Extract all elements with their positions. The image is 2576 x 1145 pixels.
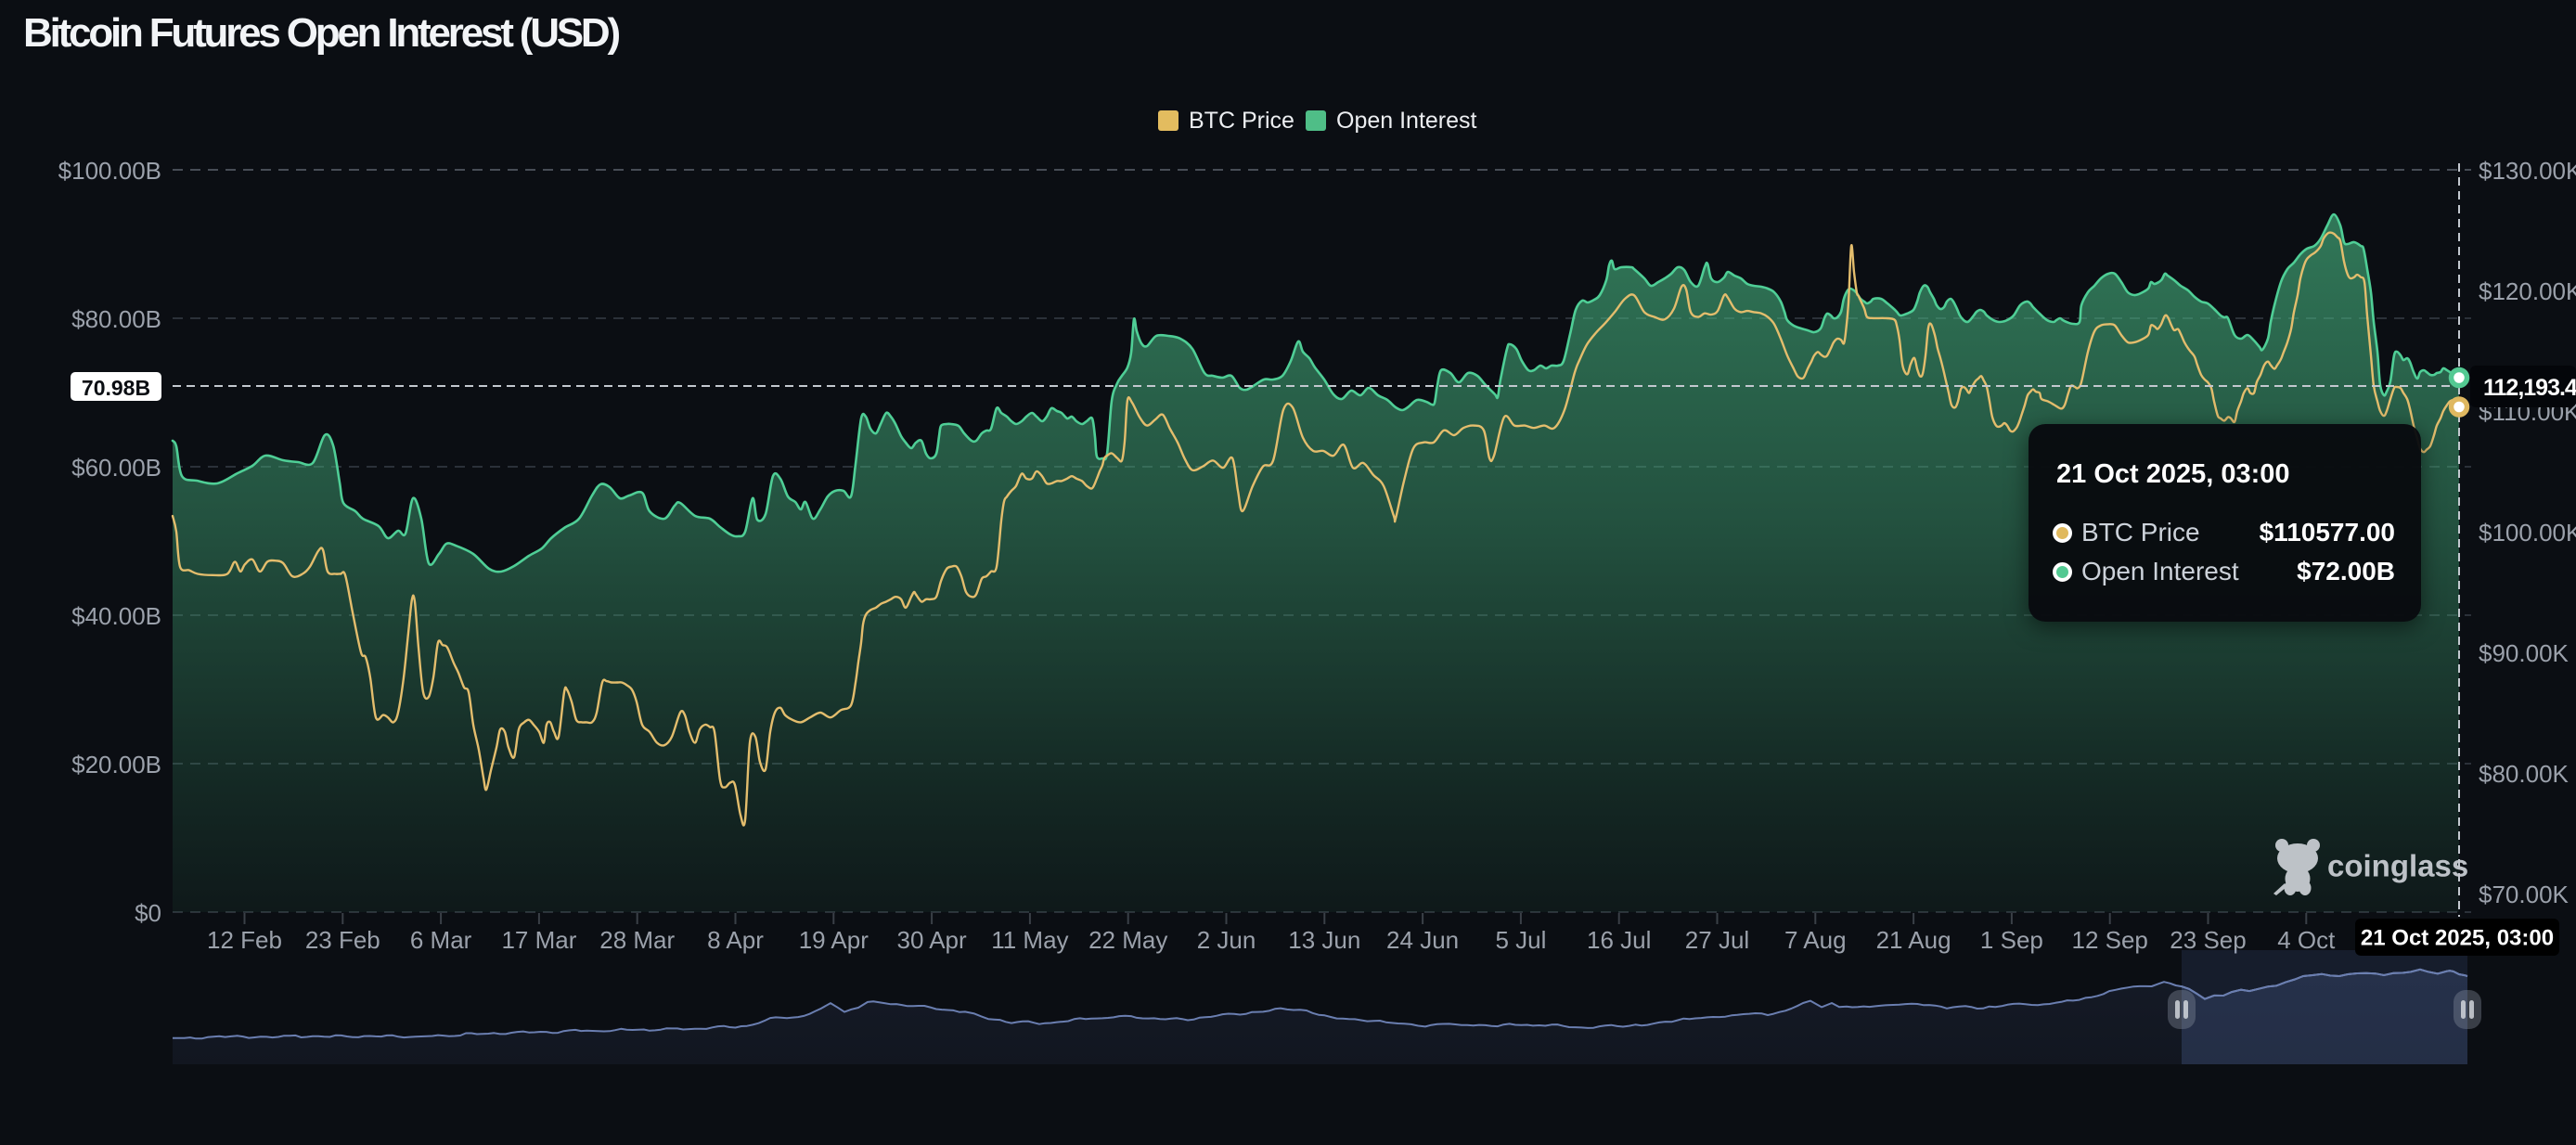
svg-text:$120.00K: $120.00K	[2479, 277, 2576, 305]
svg-text:23 Feb: 23 Feb	[305, 926, 380, 954]
svg-text:7 Aug: 7 Aug	[1784, 926, 1847, 954]
svg-text:13 Jun: 13 Jun	[1288, 926, 1360, 954]
svg-text:5 Jul: 5 Jul	[1495, 926, 1546, 954]
svg-text:112,193.4: 112,193.4	[2483, 375, 2576, 401]
svg-text:8 Apr: 8 Apr	[707, 926, 764, 954]
svg-text:19 Apr: 19 Apr	[799, 926, 869, 954]
svg-text:$130.00K: $130.00K	[2479, 157, 2576, 185]
svg-text:30 Apr: 30 Apr	[897, 926, 968, 954]
svg-text:22 May: 22 May	[1088, 926, 1167, 954]
svg-text:$70.00K: $70.00K	[2479, 881, 2570, 908]
svg-text:1 Sep: 1 Sep	[1980, 926, 2043, 954]
svg-text:27 Jul: 27 Jul	[1685, 926, 1749, 954]
svg-text:$0: $0	[135, 899, 161, 927]
svg-text:21 Aug: 21 Aug	[1876, 926, 1951, 954]
svg-text:12 Sep: 12 Sep	[2071, 926, 2147, 954]
svg-text:coinglass: coinglass	[2327, 849, 2468, 883]
svg-text:$90.00K: $90.00K	[2479, 639, 2570, 667]
svg-text:$40.00B: $40.00B	[71, 602, 161, 630]
svg-text:21 Oct 2025, 03:00: 21 Oct 2025, 03:00	[2361, 926, 2554, 951]
svg-text:$80.00K: $80.00K	[2479, 760, 2570, 788]
svg-text:6 Mar: 6 Mar	[410, 926, 472, 954]
svg-text:$100.00K: $100.00K	[2479, 519, 2576, 547]
svg-text:11 May: 11 May	[991, 926, 1068, 954]
svg-text:$100.00B: $100.00B	[58, 157, 161, 185]
svg-text:16 Jul: 16 Jul	[1587, 926, 1651, 954]
svg-text:17 Mar: 17 Mar	[501, 926, 576, 954]
svg-text:28 Mar: 28 Mar	[599, 926, 675, 954]
svg-text:12 Feb: 12 Feb	[207, 926, 282, 954]
svg-text:24 Jun: 24 Jun	[1386, 926, 1459, 954]
svg-text:$80.00B: $80.00B	[71, 305, 161, 333]
svg-text:$20.00B: $20.00B	[71, 751, 161, 778]
svg-text:$60.00B: $60.00B	[71, 454, 161, 482]
svg-text:23 Sep: 23 Sep	[2170, 926, 2246, 954]
svg-text:2 Jun: 2 Jun	[1197, 926, 1256, 954]
svg-text:70.98B: 70.98B	[82, 376, 150, 400]
svg-text:4 Oct: 4 Oct	[2277, 926, 2336, 954]
